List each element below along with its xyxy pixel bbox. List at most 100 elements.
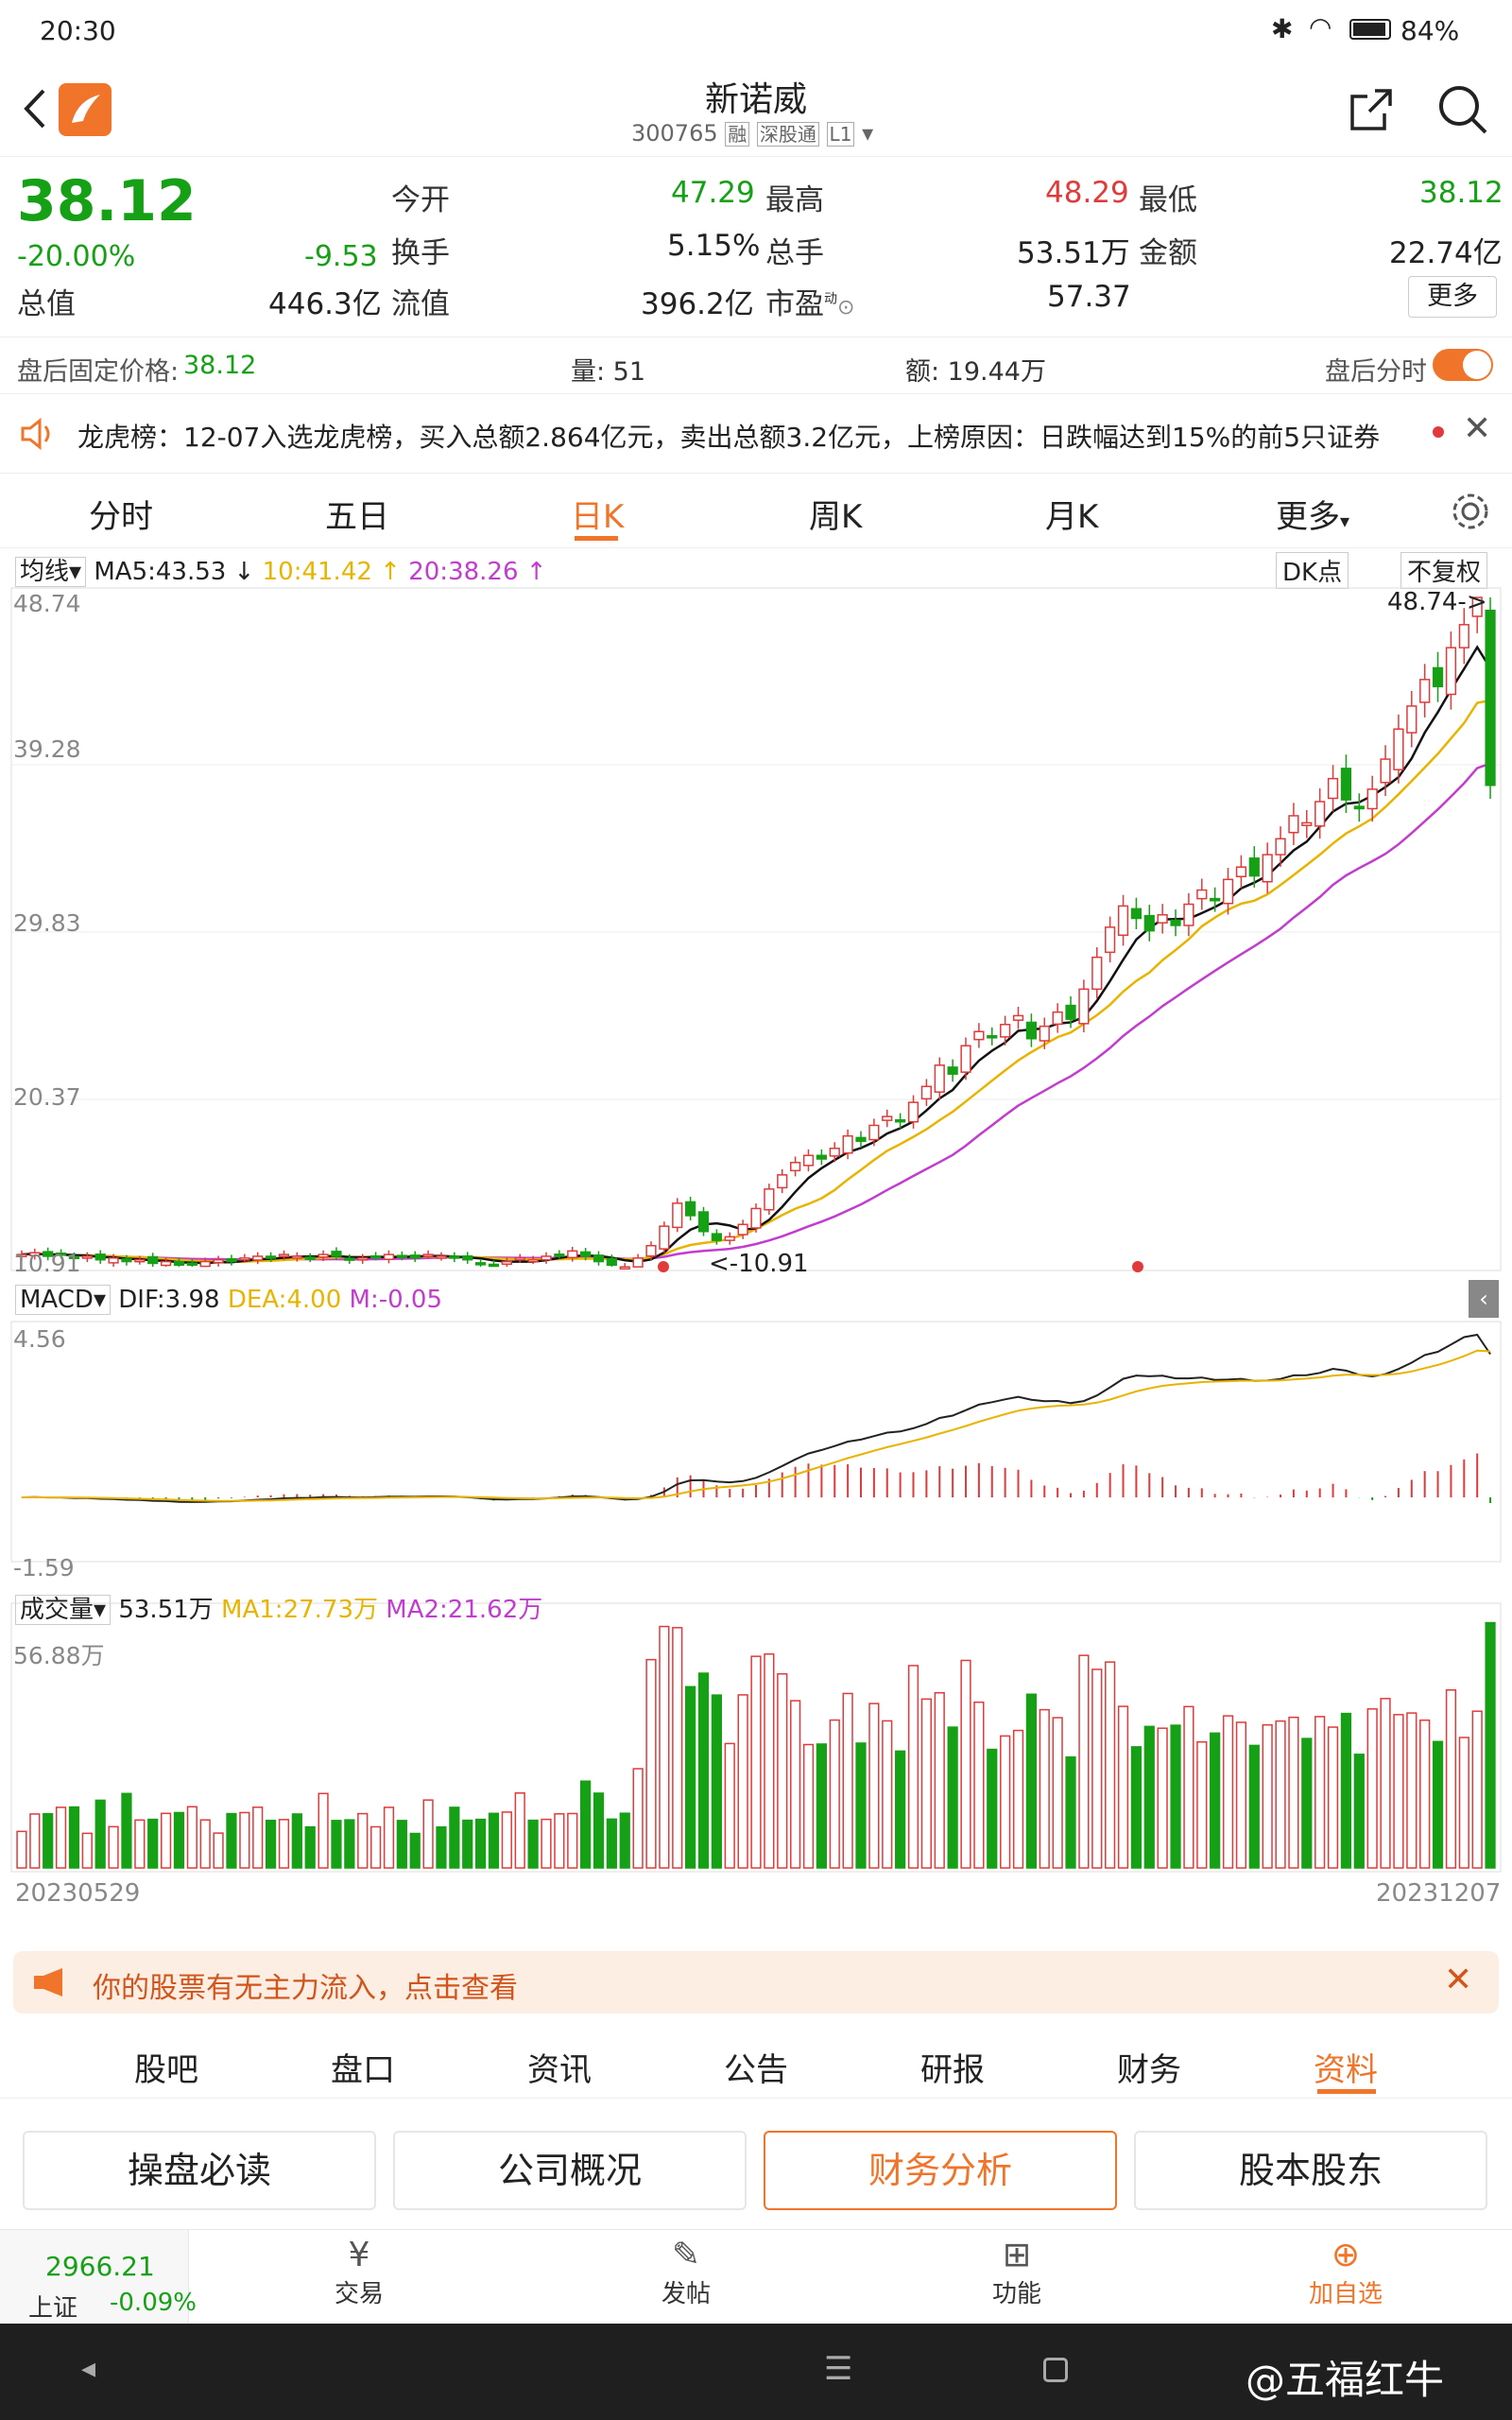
nav-add-watchlist[interactable]: ⊕ 加自选 [1289, 2236, 1402, 2309]
back-icon[interactable] [17, 85, 51, 132]
gear-icon[interactable] [1450, 491, 1491, 532]
tab-order-book[interactable]: 盘口 [331, 2051, 395, 2089]
volume-bar [750, 1655, 762, 1869]
candle [462, 1254, 473, 1261]
after-amount: 额: 19.44万 [905, 357, 1046, 387]
volume-bar [593, 1792, 605, 1869]
max-marker: 48.74-> [1387, 588, 1487, 616]
tab-news[interactable]: 资讯 [527, 2051, 592, 2089]
volume-bar [134, 1819, 146, 1869]
macd-label: MACD [20, 1286, 94, 1314]
tab-finance[interactable]: 财务 [1117, 2051, 1181, 2089]
dk-point-button[interactable]: DK点 [1276, 552, 1349, 589]
volume-bar [1091, 1668, 1103, 1869]
nav-trade-label: 交易 [334, 2280, 384, 2308]
date-end: 20231207 [1376, 1879, 1502, 1908]
info-icon[interactable]: ⊙ [837, 296, 855, 320]
index-name: 上证 [28, 2294, 78, 2323]
top-bar: 新诺威 300765 融 深股通 L1 ▾ [0, 62, 1512, 157]
volume-bar [1012, 1729, 1024, 1869]
tab-announcements[interactable]: 公告 [724, 2051, 788, 2089]
financial-analysis-button[interactable]: 财务分析 [764, 2131, 1117, 2210]
close-icon[interactable]: ✕ [1444, 1961, 1473, 1999]
index-ticker[interactable]: 2966.21 上证 -0.09% [0, 2230, 197, 2325]
system-back-icon[interactable]: ◂ [81, 2352, 96, 2385]
candle [1130, 908, 1143, 920]
system-menu-icon[interactable]: ☰ [824, 2350, 853, 2388]
chevron-down-icon[interactable]: ▾ [862, 120, 874, 147]
tab-week-k[interactable]: 周K [809, 498, 863, 536]
macd-legend: MACD▾ DIF:3.98 DEA:4.00 M:-0.05 [15, 1285, 442, 1315]
total-value-label: 总值 [17, 287, 76, 321]
tab-more[interactable]: 更多▾ [1276, 498, 1350, 536]
volume-bar [422, 1799, 434, 1869]
nav-post[interactable]: ✎ 发帖 [629, 2236, 743, 2309]
tab-five-day[interactable]: 五日 [325, 498, 389, 536]
candle [1380, 758, 1391, 784]
volume-bar [43, 1812, 54, 1869]
volume-bar [514, 1791, 525, 1869]
ma5-value: MA5:43.53 ↓ [94, 558, 255, 586]
volume-bar [737, 1694, 748, 1869]
collapse-arrow-icon[interactable]: ‹ [1469, 1280, 1499, 1318]
tab-month-k[interactable]: 月K [1045, 498, 1099, 536]
turnover-label: 换手 [391, 236, 450, 270]
tab-profile[interactable]: 资料 [1314, 2051, 1378, 2089]
nav-trade[interactable]: ¥ 交易 [302, 2236, 416, 2309]
candle [1393, 728, 1404, 770]
tab-research[interactable]: 研报 [920, 2051, 985, 2089]
chart-area[interactable]: 均线▾ MA5:43.53 ↓ 10:41.42 ↑ 20:38.26 ↑ DK… [0, 548, 1512, 1910]
volume-bar [449, 1806, 460, 1869]
system-home-icon[interactable] [1043, 2358, 1068, 2382]
grid [11, 764, 1501, 1100]
candle [816, 1154, 827, 1160]
fund-flow-notice[interactable]: 你的股票有无主力流入，点击查看 ✕ [13, 1951, 1499, 2014]
news-banner[interactable]: 龙虎榜：12-07入选龙虎榜，买入总额2.864亿元，卖出总额3.2亿元，上榜原… [0, 393, 1512, 473]
volume-bar [239, 1811, 250, 1869]
company-overview-button[interactable]: 公司概况 [393, 2131, 747, 2210]
candle [514, 1257, 525, 1261]
pe-label-text: 市盈 [765, 287, 824, 321]
volume-bar [1366, 1708, 1378, 1869]
tag-level: L1 [826, 122, 855, 147]
trading-guide-button[interactable]: 操盘必读 [23, 2131, 376, 2210]
nav-functions[interactable]: ⊞ 功能 [960, 2236, 1074, 2309]
share-icon[interactable] [1347, 85, 1396, 134]
search-icon[interactable] [1436, 83, 1489, 136]
volume-bar [160, 1812, 172, 1869]
volume-bar [213, 1832, 224, 1869]
macd-lines [21, 1333, 1491, 1503]
volume-bar [895, 1750, 906, 1869]
close-icon[interactable]: ✕ [1463, 409, 1492, 448]
tab-forum[interactable]: 股吧 [134, 2051, 198, 2089]
volume-bar [987, 1748, 998, 1869]
volume-bar [501, 1811, 512, 1869]
axis-price-4: 20.37 [13, 1083, 81, 1111]
volume-bar [855, 1742, 867, 1869]
total-value: 446.3亿 [268, 287, 382, 321]
price: 38.12 [17, 168, 197, 234]
kline-chart-svg[interactable] [0, 586, 1512, 1910]
volume-selector[interactable]: 成交量▾ [15, 1595, 112, 1625]
candle [474, 1262, 487, 1266]
stock-code: 300765 [631, 120, 718, 147]
ma10-line [21, 699, 1491, 1263]
after-tick-toggle[interactable] [1433, 349, 1493, 381]
volume-bar [1419, 1719, 1431, 1869]
candle [1458, 624, 1469, 648]
volume-bar [121, 1792, 132, 1869]
tab-day-k[interactable]: 日K [571, 498, 625, 536]
after-fixed-value: 38.12 [183, 351, 257, 380]
tab-timeshare[interactable]: 分时 [89, 498, 153, 536]
more-button[interactable]: 更多 [1408, 276, 1497, 318]
low-value: 38.12 [1419, 176, 1503, 210]
adjust-button[interactable]: 不复权 [1400, 552, 1488, 589]
volume-bar [1406, 1712, 1418, 1869]
ma10-path [21, 699, 1491, 1263]
candle [829, 1148, 840, 1157]
volume-bar [632, 1768, 644, 1869]
macd-selector[interactable]: MACD▾ [15, 1285, 111, 1315]
candle [81, 1255, 93, 1259]
shareholders-button[interactable]: 股本股东 [1134, 2131, 1487, 2210]
ma-selector[interactable]: 均线▾ [15, 557, 87, 587]
